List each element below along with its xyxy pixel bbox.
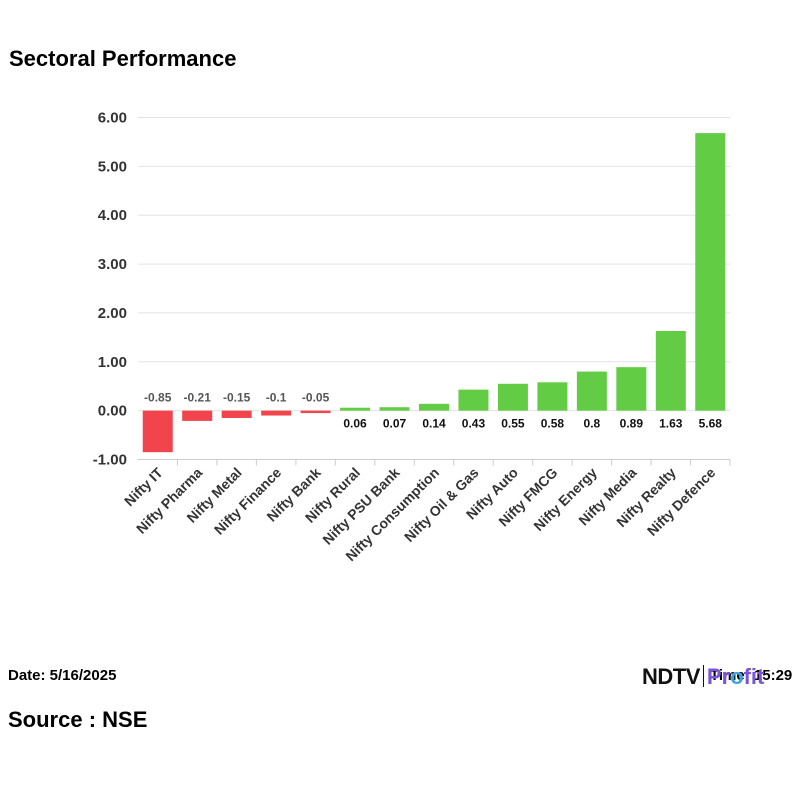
logo-ndtv-text: NDTV bbox=[642, 664, 700, 689]
bar bbox=[182, 410, 213, 421]
logo-profit-text: Profit bbox=[706, 664, 765, 689]
data-label: 0.58 bbox=[541, 417, 565, 431]
data-label: 0.14 bbox=[422, 417, 446, 431]
data-label: -0.05 bbox=[302, 391, 330, 405]
bar bbox=[261, 410, 292, 416]
source-label: Source : NSE bbox=[8, 707, 148, 732]
data-label: 1.63 bbox=[659, 417, 683, 431]
date-label: Date: 5/16/2025 bbox=[8, 667, 117, 684]
time-label: Time: 15:29 bbox=[710, 667, 793, 684]
data-label: 0.06 bbox=[343, 417, 367, 431]
bar bbox=[142, 410, 173, 453]
y-tick-label: 3.00 bbox=[98, 256, 127, 273]
chart-title: Sectoral Performance bbox=[9, 46, 237, 71]
category-label: Nifty Defence bbox=[644, 464, 719, 539]
data-label: 0.8 bbox=[584, 417, 601, 431]
data-label: 0.07 bbox=[383, 417, 407, 431]
bar bbox=[458, 389, 489, 411]
y-tick-label: 5.00 bbox=[98, 158, 127, 175]
data-label: -0.15 bbox=[223, 391, 251, 405]
bar bbox=[379, 407, 410, 411]
y-tick-label: -1.00 bbox=[93, 452, 127, 469]
data-label: -0.1 bbox=[266, 391, 287, 405]
ndtv-profit-logo: NDTV Profit bbox=[642, 664, 764, 690]
y-tick-label: 1.00 bbox=[98, 354, 127, 371]
bar bbox=[340, 407, 371, 411]
logo-divider bbox=[702, 665, 704, 687]
bar bbox=[616, 367, 647, 411]
data-label: 0.55 bbox=[501, 417, 525, 431]
bar bbox=[221, 410, 252, 418]
y-tick-label: 4.00 bbox=[98, 207, 127, 224]
bar-chart: -1.00 0.00 1.00 2.00 3.00 4.00 5.00 6.00 -0.85 Ni… bbox=[93, 110, 731, 564]
bar bbox=[655, 331, 686, 411]
data-label: -0.21 bbox=[184, 391, 212, 405]
bar bbox=[695, 133, 726, 411]
data-label: 0.43 bbox=[462, 417, 486, 431]
bar bbox=[419, 403, 449, 411]
bar bbox=[300, 410, 331, 414]
data-label: 0.89 bbox=[620, 417, 644, 431]
bar bbox=[537, 382, 568, 411]
y-tick-label: 2.00 bbox=[98, 305, 127, 322]
y-tick-label: 0.00 bbox=[98, 403, 127, 420]
data-label: 5.68 bbox=[699, 417, 723, 431]
bar bbox=[576, 371, 607, 411]
data-label: -0.85 bbox=[144, 391, 172, 405]
bar bbox=[497, 383, 528, 411]
y-tick-label: 6.00 bbox=[98, 110, 127, 127]
